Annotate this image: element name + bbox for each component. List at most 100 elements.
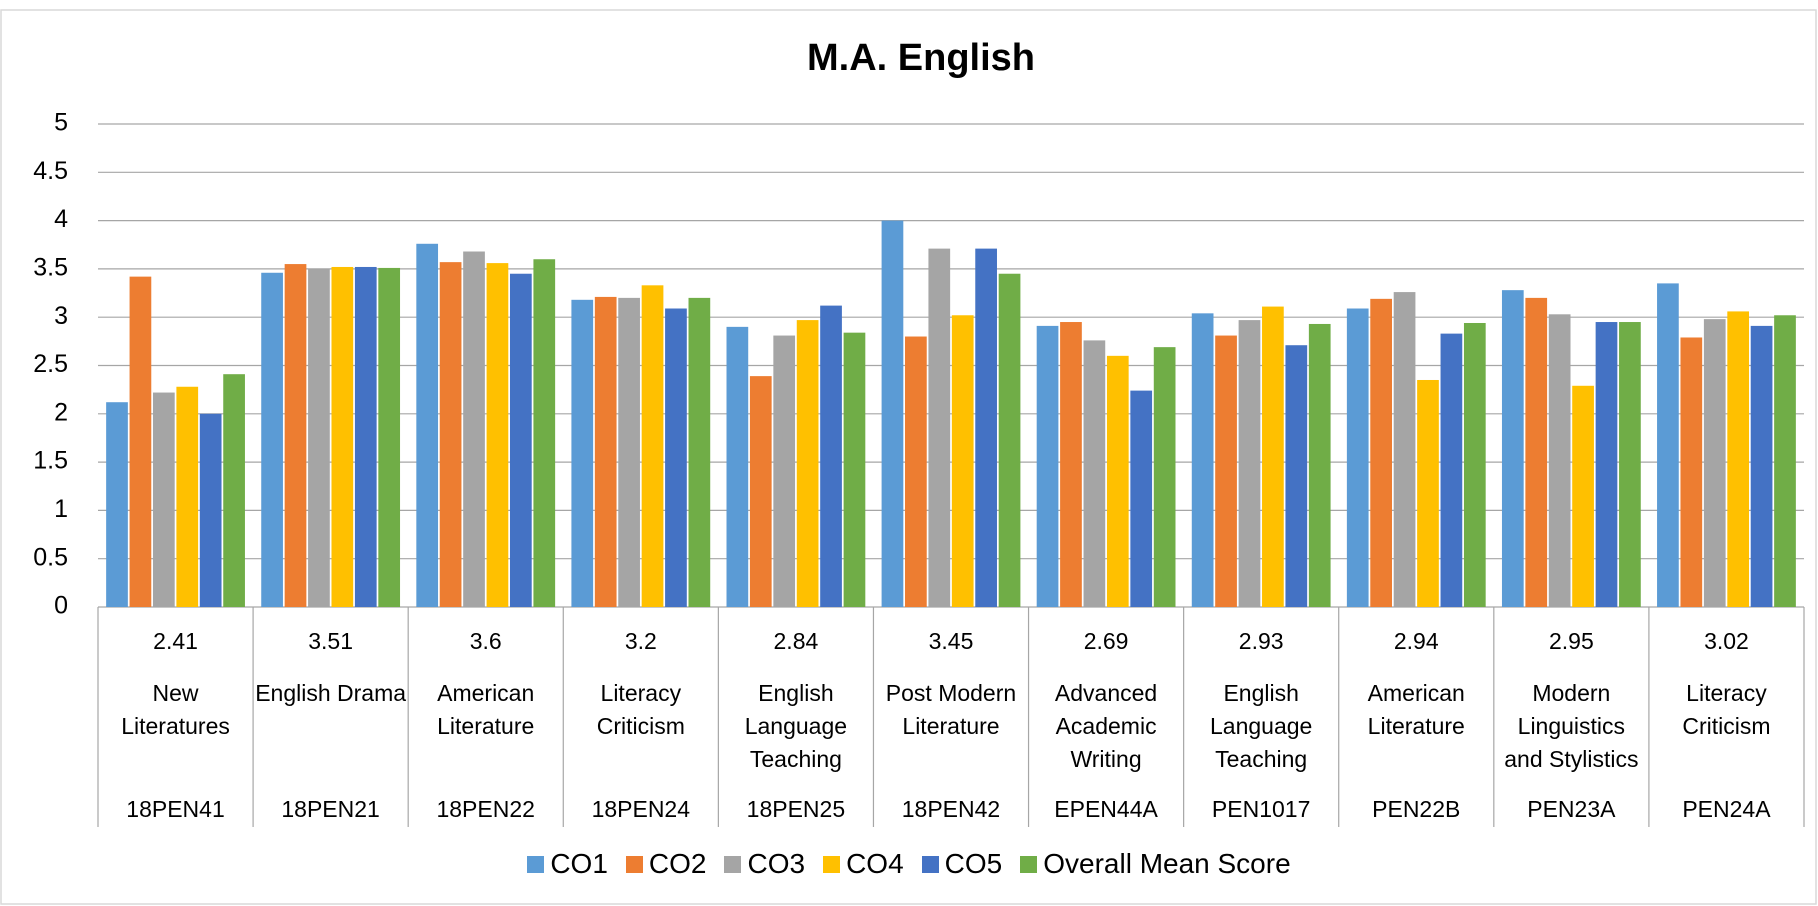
bar xyxy=(1083,340,1106,607)
category-label: Post Modern Literature xyxy=(885,680,1017,739)
bar xyxy=(618,297,640,607)
bar xyxy=(1346,308,1369,607)
mean-label: 2.93 xyxy=(1238,628,1284,654)
y-tick-label: 0 xyxy=(54,592,68,620)
y-tick-label: 4.5 xyxy=(33,157,68,185)
category-label: American Literature xyxy=(1367,680,1465,739)
bar xyxy=(533,259,556,607)
legend-swatch xyxy=(527,855,545,873)
bar xyxy=(106,402,128,607)
bar xyxy=(199,413,222,607)
bar xyxy=(1525,297,1548,607)
category-code: 18PEN24 xyxy=(591,796,691,822)
category-code: PEN23A xyxy=(1527,796,1616,822)
legend-label: CO4 xyxy=(846,848,904,879)
bar xyxy=(1393,292,1416,607)
bar xyxy=(354,266,377,607)
bar xyxy=(1262,306,1284,607)
bar xyxy=(129,276,152,607)
category-code: PEN24A xyxy=(1682,796,1771,822)
bar xyxy=(1463,322,1486,607)
chart-border xyxy=(0,9,1817,905)
category-code: 18PEN22 xyxy=(436,796,535,822)
bar xyxy=(749,376,772,607)
category-label: English Language Teaching xyxy=(1209,680,1313,772)
bar xyxy=(152,392,175,607)
bar xyxy=(1548,314,1571,607)
bar xyxy=(571,299,594,607)
legend-swatch xyxy=(1020,855,1038,873)
category-label: English Language Teaching xyxy=(744,680,848,772)
legend-item: CO3 xyxy=(724,848,805,880)
bar xyxy=(331,266,354,607)
bar xyxy=(1036,325,1059,607)
legend: CO1 CO2 CO3 CO4 CO5 Overall Mean Score xyxy=(0,848,1818,880)
y-tick-label: 4 xyxy=(54,205,68,233)
bar xyxy=(1308,323,1331,607)
mean-label: 3.6 xyxy=(469,628,502,654)
bar xyxy=(1417,379,1439,607)
bar xyxy=(1153,347,1176,607)
mean-label: 3.51 xyxy=(308,628,353,654)
bar xyxy=(1703,319,1726,607)
y-tick-label: 5 xyxy=(54,109,68,137)
bar xyxy=(665,308,687,607)
category-code: PEN22B xyxy=(1372,796,1461,822)
bar xyxy=(820,305,842,607)
legend-item: CO1 xyxy=(527,848,608,880)
category-label: English Drama xyxy=(255,680,407,706)
bar xyxy=(1130,390,1153,607)
bar xyxy=(1619,322,1641,607)
bar xyxy=(1370,298,1393,607)
bar xyxy=(688,297,711,607)
bar xyxy=(975,248,997,607)
bar xyxy=(223,374,245,607)
y-tick-label: 3 xyxy=(54,302,68,330)
bar xyxy=(261,272,283,607)
bar xyxy=(928,248,951,607)
y-tick-label: 2.5 xyxy=(33,350,68,378)
mean-label: 2.41 xyxy=(153,628,198,654)
legend-swatch xyxy=(921,855,939,873)
y-tick-label: 1 xyxy=(54,495,68,523)
bar xyxy=(1060,322,1082,607)
legend-label: CO1 xyxy=(550,848,608,879)
bar xyxy=(1501,290,1524,607)
chart-title: M.A. English xyxy=(807,37,1035,79)
legend-swatch xyxy=(823,855,841,873)
bar xyxy=(509,273,532,607)
bar xyxy=(1238,320,1261,607)
bar xyxy=(796,320,819,607)
bar xyxy=(486,263,509,607)
category-label: American Literature xyxy=(437,680,535,739)
legend-item: CO5 xyxy=(921,848,1003,880)
legend-item: CO4 xyxy=(823,848,904,880)
bar xyxy=(905,336,927,607)
legend-swatch xyxy=(724,855,742,873)
bar xyxy=(439,262,462,607)
category-label: Modern Linguistics and Stylistics xyxy=(1504,680,1639,772)
y-tick-label: 1.5 xyxy=(33,447,68,475)
bar xyxy=(308,268,330,607)
category-label: Literacy Criticism xyxy=(1682,680,1771,739)
mean-label: 3.2 xyxy=(624,628,657,654)
bar xyxy=(951,315,974,607)
bar xyxy=(1440,333,1463,607)
legend-label: CO5 xyxy=(944,848,1003,879)
bar xyxy=(998,273,1021,607)
category-code: 18PEN41 xyxy=(126,796,225,822)
mean-label: 3.45 xyxy=(928,628,974,654)
bar xyxy=(416,243,439,607)
mean-label: 2.94 xyxy=(1393,628,1439,654)
category-code: PEN1017 xyxy=(1211,796,1311,822)
bar xyxy=(378,267,401,607)
category-code: 18PEN25 xyxy=(746,796,846,822)
category-label: Advanced Academic Writing xyxy=(1054,680,1158,772)
bar xyxy=(1215,335,1237,607)
bar xyxy=(1595,322,1618,607)
mean-label: 2.95 xyxy=(1548,628,1594,654)
category-label: Literacy Criticism xyxy=(596,680,685,739)
mean-label: 3.02 xyxy=(1704,628,1749,654)
